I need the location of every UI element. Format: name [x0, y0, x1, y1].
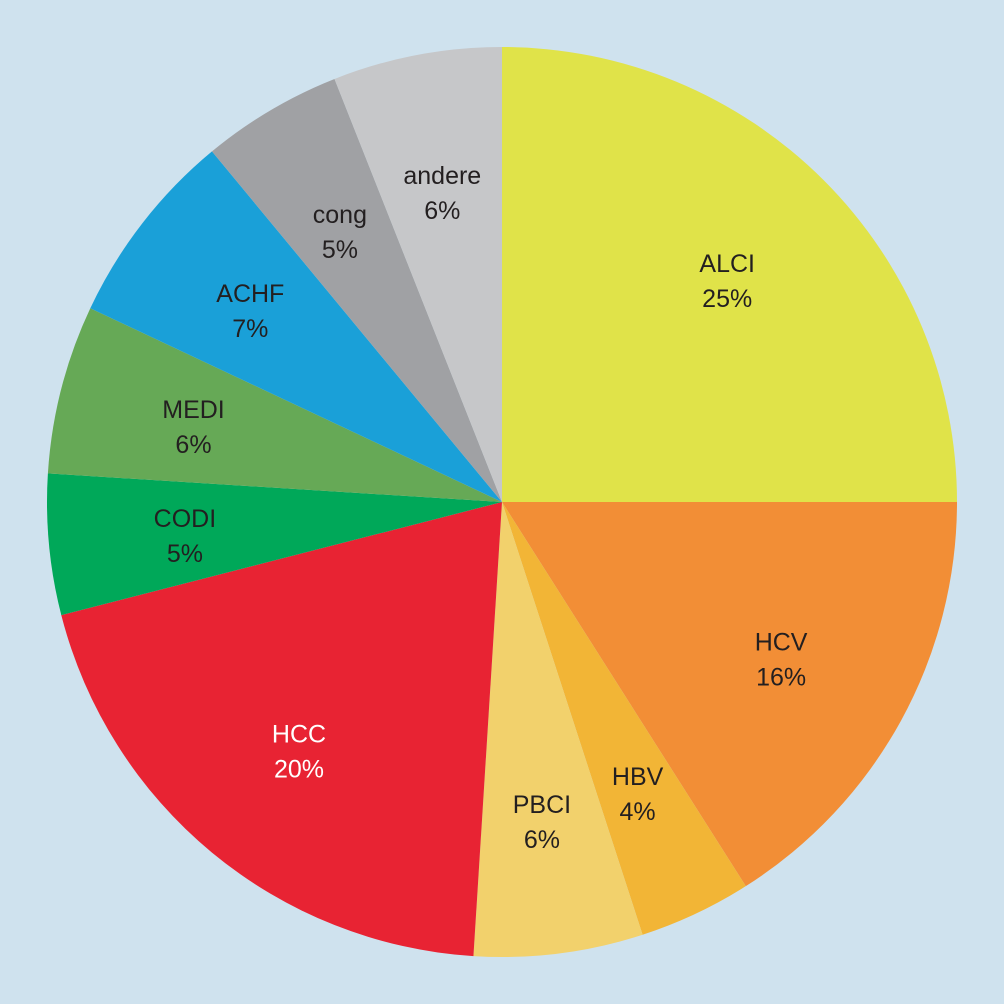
pie-slice-alci [502, 47, 957, 502]
slice-name-label: MEDI [162, 396, 225, 424]
slice-label-group-hcc: HCC 20% [272, 720, 326, 783]
slice-percent-label: 6% [175, 431, 211, 459]
slice-percent-label: 25% [702, 285, 752, 313]
slice-label-group-andere: andere 6% [403, 162, 481, 225]
pie-slice-cong [211, 78, 502, 502]
slice-percent-label: 5% [167, 540, 203, 568]
slice-name-label: PBCI [513, 791, 571, 819]
pie-slice-achf [90, 151, 503, 503]
slice-label-group-hcv: HCV 16% [755, 628, 808, 691]
slice-percent-label: 7% [232, 315, 268, 343]
slice-name-label: HCV [755, 628, 808, 656]
slice-percent-label: 16% [756, 663, 806, 691]
slice-label-group-alci: ALCI 25% [699, 250, 755, 313]
slice-percent-label: 5% [322, 236, 358, 264]
pie-slice-andere [334, 47, 502, 502]
slice-percent-label: 6% [524, 826, 560, 854]
slice-label-group-hbv: HBV 4% [612, 763, 664, 826]
slice-label-group-cong: cong 5% [313, 201, 367, 264]
slice-label-group-achf: ACHF 7% [216, 280, 284, 343]
slice-label-group-medi: MEDI 6% [162, 396, 225, 459]
slice-percent-label: 20% [274, 755, 324, 783]
slice-name-label: cong [313, 201, 367, 229]
pie-slice-hbv [502, 502, 746, 935]
pie-slice-pbci [473, 502, 643, 957]
pie-slice-medi [47, 308, 503, 502]
slice-name-label: HCC [272, 720, 326, 748]
slice-name-label: CODI [154, 505, 217, 533]
pie-slice-codi [47, 473, 502, 616]
slice-name-label: ACHF [216, 280, 284, 308]
slice-name-label: HBV [612, 763, 664, 791]
slice-name-label: ALCI [699, 250, 755, 278]
slice-name-label: andere [403, 162, 481, 190]
pie-slice-hcv [502, 502, 957, 887]
slice-label-group-codi: CODI 5% [154, 505, 217, 568]
slice-percent-label: 4% [620, 798, 656, 826]
slice-percent-label: 6% [424, 197, 460, 225]
pie-slice-hcc [61, 502, 502, 957]
slice-label-group-pbci: PBCI 6% [513, 791, 571, 854]
